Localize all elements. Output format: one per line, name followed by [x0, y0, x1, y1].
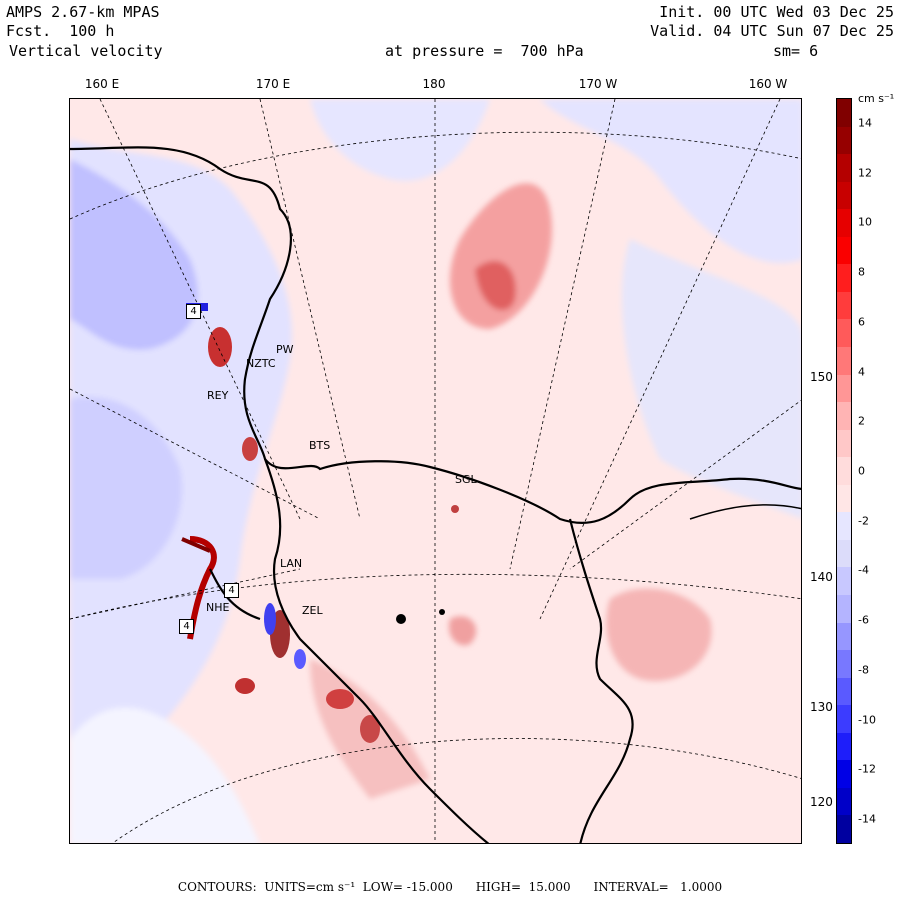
colorbar-tick-label: 0 [858, 464, 865, 478]
contour-info: CONTOURS: UNITS=cm s⁻¹ LOW= -15.000 HIGH… [177, 880, 723, 894]
strong-cells [181, 303, 459, 743]
colorbar-segment [837, 512, 851, 541]
colorbar-tick-label: -2 [858, 514, 869, 528]
station-label: PW [276, 343, 294, 356]
colorbar-tick-label: -12 [858, 762, 876, 776]
lon-label-160e: 160 E [84, 77, 120, 91]
lon-label-170w: 170 W [578, 77, 618, 91]
colorbar-segment [837, 374, 851, 403]
station-label: NHE [206, 601, 230, 614]
colorbar-segment [837, 347, 851, 376]
colorbar-tick-label: 4 [858, 365, 865, 379]
colorbar-segment [837, 484, 851, 513]
colorbar-segment [837, 622, 851, 651]
colorbar-tick-label: 12 [858, 166, 872, 180]
station-label: LAN [280, 557, 303, 570]
colorbar [836, 98, 852, 844]
station-label: ZEL [302, 604, 323, 617]
colorbar-tick-label: 8 [858, 265, 865, 279]
colorbar-segment [837, 291, 851, 320]
level-box-marker: 4 [186, 304, 201, 319]
smoothing: sm= 6 [773, 42, 819, 60]
sinking-regions [70, 99, 801, 843]
colorbar-segment [837, 209, 851, 238]
colorbar-tick-label: -10 [858, 713, 876, 727]
colorbar-segment [837, 126, 851, 155]
level-box-marker: 4 [179, 619, 194, 634]
colorbar-segment [837, 787, 851, 816]
colorbar-tick-label: 6 [858, 315, 865, 329]
colorbar-segment [837, 760, 851, 789]
model-title: AMPS 2.67-km MPAS [6, 3, 160, 21]
colorbar-segment [837, 595, 851, 624]
coast-detail [689, 504, 801, 520]
station-label: NZTC [246, 357, 276, 370]
map-canvas [70, 99, 801, 843]
graticule [70, 99, 801, 843]
field-name: Vertical velocity [9, 42, 163, 60]
colorbar-tick-label: 14 [858, 116, 872, 130]
colorbar-segment [837, 705, 851, 734]
station-label: REY [207, 389, 229, 402]
colorbar-segment [837, 154, 851, 183]
colorbar-segment [837, 650, 851, 679]
colorbar-segment [837, 677, 851, 706]
pressure-level: at pressure = 700 hPa [385, 42, 584, 60]
colorbar-segment [837, 732, 851, 761]
forecast-hour: Fcst. 100 h [6, 22, 115, 40]
colorbar-tick-label: -4 [858, 563, 869, 577]
colorbar-segment [837, 539, 851, 568]
station-label: SGL [455, 473, 477, 486]
colorbar-segment [837, 402, 851, 431]
lon-label-160w: 160 W [748, 77, 788, 91]
colorbar-tick-label: -6 [858, 613, 869, 627]
lon-label-170e: 170 E [255, 77, 291, 91]
colorbar-segment [837, 264, 851, 293]
colorbar-segment [837, 319, 851, 348]
colorbar-tick-label: -8 [858, 663, 869, 677]
station-label: BTS [309, 439, 331, 452]
coastline [70, 146, 801, 843]
colorbar-segment [837, 457, 851, 486]
colorbar-segment [837, 99, 851, 128]
colorbar-unit: cm s⁻¹ [858, 92, 895, 105]
colorbar-segment [837, 429, 851, 458]
colorbar-tick-label: 10 [858, 215, 872, 229]
valid-time: Valid. 04 UTC Sun 07 Dec 25 [650, 22, 894, 40]
level-box-marker: 4 [224, 583, 239, 598]
colorbar-tick-label: 2 [858, 414, 865, 428]
colorbar-segment [837, 815, 851, 844]
colorbar-segment [837, 567, 851, 596]
colorbar-segment [837, 236, 851, 265]
lon-label-180: 180 [422, 77, 446, 91]
colorbar-segment [837, 181, 851, 210]
init-time: Init. 00 UTC Wed 03 Dec 25 [659, 3, 894, 21]
colorbar-tick-label: -14 [858, 812, 876, 826]
vertical-velocity-map [69, 98, 802, 844]
